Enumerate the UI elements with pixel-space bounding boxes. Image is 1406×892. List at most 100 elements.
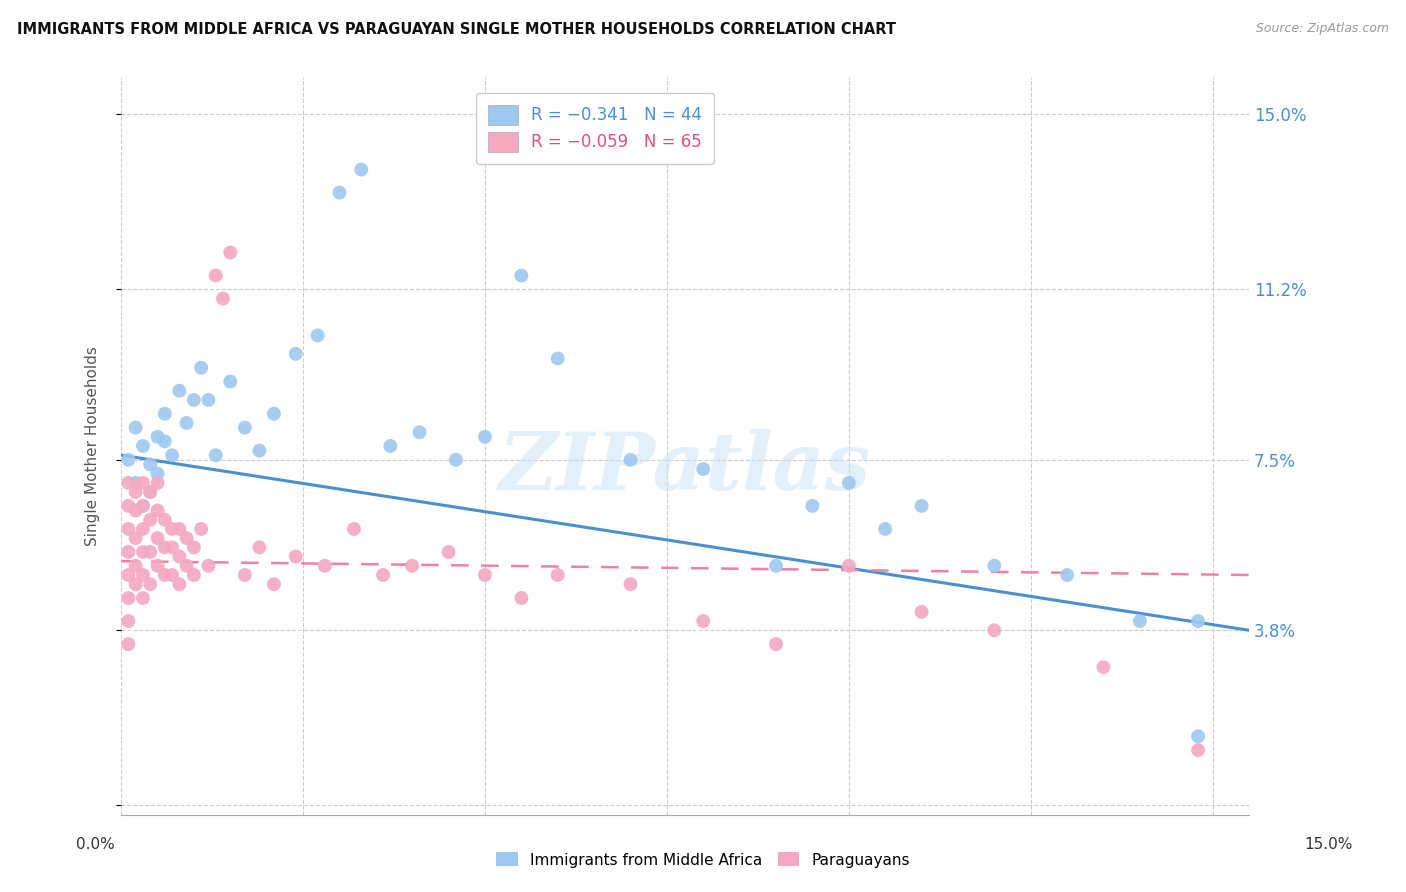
Point <box>169 577 191 591</box>
Point <box>125 531 148 545</box>
Point <box>371 568 394 582</box>
Point <box>619 452 641 467</box>
Point <box>547 351 569 366</box>
Point <box>146 558 169 573</box>
Point <box>169 549 191 564</box>
Point <box>132 499 155 513</box>
Point <box>1187 729 1209 743</box>
Point <box>125 475 148 490</box>
Point <box>190 360 212 375</box>
Point <box>160 568 183 582</box>
Point <box>132 568 155 582</box>
Point <box>117 522 139 536</box>
Point <box>146 503 169 517</box>
Point <box>139 485 162 500</box>
Point <box>132 439 155 453</box>
Point <box>444 452 467 467</box>
Point <box>153 434 176 449</box>
Point <box>139 545 162 559</box>
Point <box>983 624 1005 638</box>
Point <box>801 499 824 513</box>
Point <box>692 462 714 476</box>
Point <box>380 439 402 453</box>
Point <box>117 475 139 490</box>
Point <box>765 637 787 651</box>
Point <box>510 268 533 283</box>
Point <box>190 522 212 536</box>
Point <box>176 558 198 573</box>
Point <box>204 268 226 283</box>
Point <box>139 485 162 500</box>
Point <box>117 591 139 605</box>
Point <box>765 558 787 573</box>
Point <box>169 522 191 536</box>
Point <box>160 522 183 536</box>
Point <box>125 420 148 434</box>
Point <box>350 162 373 177</box>
Point <box>139 513 162 527</box>
Point <box>510 591 533 605</box>
Point <box>307 328 329 343</box>
Point <box>1187 614 1209 628</box>
Point <box>176 531 198 545</box>
Text: 0.0%: 0.0% <box>76 838 115 852</box>
Point <box>247 443 270 458</box>
Point <box>212 292 235 306</box>
Point <box>233 568 256 582</box>
Point <box>132 475 155 490</box>
Point <box>139 577 162 591</box>
Point <box>328 186 350 200</box>
Point <box>153 407 176 421</box>
Point <box>125 485 148 500</box>
Point <box>547 568 569 582</box>
Point <box>132 545 155 559</box>
Point <box>160 448 183 462</box>
Point <box>1187 743 1209 757</box>
Point <box>401 558 423 573</box>
Text: ZIPatlas: ZIPatlas <box>499 429 872 507</box>
Point <box>183 568 205 582</box>
Point <box>146 430 169 444</box>
Point <box>263 577 285 591</box>
Point <box>160 541 183 555</box>
Point <box>284 549 307 564</box>
Point <box>153 541 176 555</box>
Point <box>197 558 219 573</box>
Point <box>1129 614 1152 628</box>
Point <box>117 499 139 513</box>
Point <box>474 568 496 582</box>
Point <box>117 545 139 559</box>
Point <box>692 614 714 628</box>
Legend: R = −0.341   N = 44, R = −0.059   N = 65: R = −0.341 N = 44, R = −0.059 N = 65 <box>477 93 714 164</box>
Point <box>197 392 219 407</box>
Point <box>146 531 169 545</box>
Point <box>153 568 176 582</box>
Point <box>153 513 176 527</box>
Point <box>219 375 242 389</box>
Point <box>117 452 139 467</box>
Point <box>183 541 205 555</box>
Point <box>437 545 460 559</box>
Point <box>875 522 897 536</box>
Point <box>408 425 430 440</box>
Text: 15.0%: 15.0% <box>1305 838 1353 852</box>
Point <box>474 430 496 444</box>
Point <box>139 458 162 472</box>
Point <box>1056 568 1078 582</box>
Point <box>838 475 860 490</box>
Point <box>117 614 139 628</box>
Point <box>1092 660 1115 674</box>
Point <box>132 522 155 536</box>
Point <box>146 475 169 490</box>
Point <box>219 245 242 260</box>
Legend: Immigrants from Middle Africa, Paraguayans: Immigrants from Middle Africa, Paraguaya… <box>491 847 915 873</box>
Point <box>132 591 155 605</box>
Point <box>169 384 191 398</box>
Point <box>233 420 256 434</box>
Point <box>125 577 148 591</box>
Text: Source: ZipAtlas.com: Source: ZipAtlas.com <box>1256 22 1389 36</box>
Point <box>176 416 198 430</box>
Point <box>838 558 860 573</box>
Point <box>343 522 366 536</box>
Point <box>910 499 932 513</box>
